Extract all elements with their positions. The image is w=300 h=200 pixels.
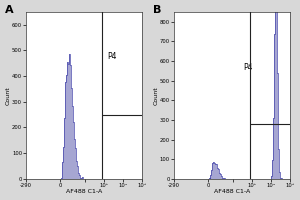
Text: P4: P4 xyxy=(107,52,117,61)
Y-axis label: Count: Count xyxy=(6,86,10,105)
X-axis label: AF488 C1-A: AF488 C1-A xyxy=(214,189,250,194)
Text: B: B xyxy=(153,5,162,15)
Text: A: A xyxy=(5,5,14,15)
Y-axis label: Count: Count xyxy=(154,86,158,105)
X-axis label: AF488 C1-A: AF488 C1-A xyxy=(66,189,102,194)
Text: P4: P4 xyxy=(244,63,253,72)
